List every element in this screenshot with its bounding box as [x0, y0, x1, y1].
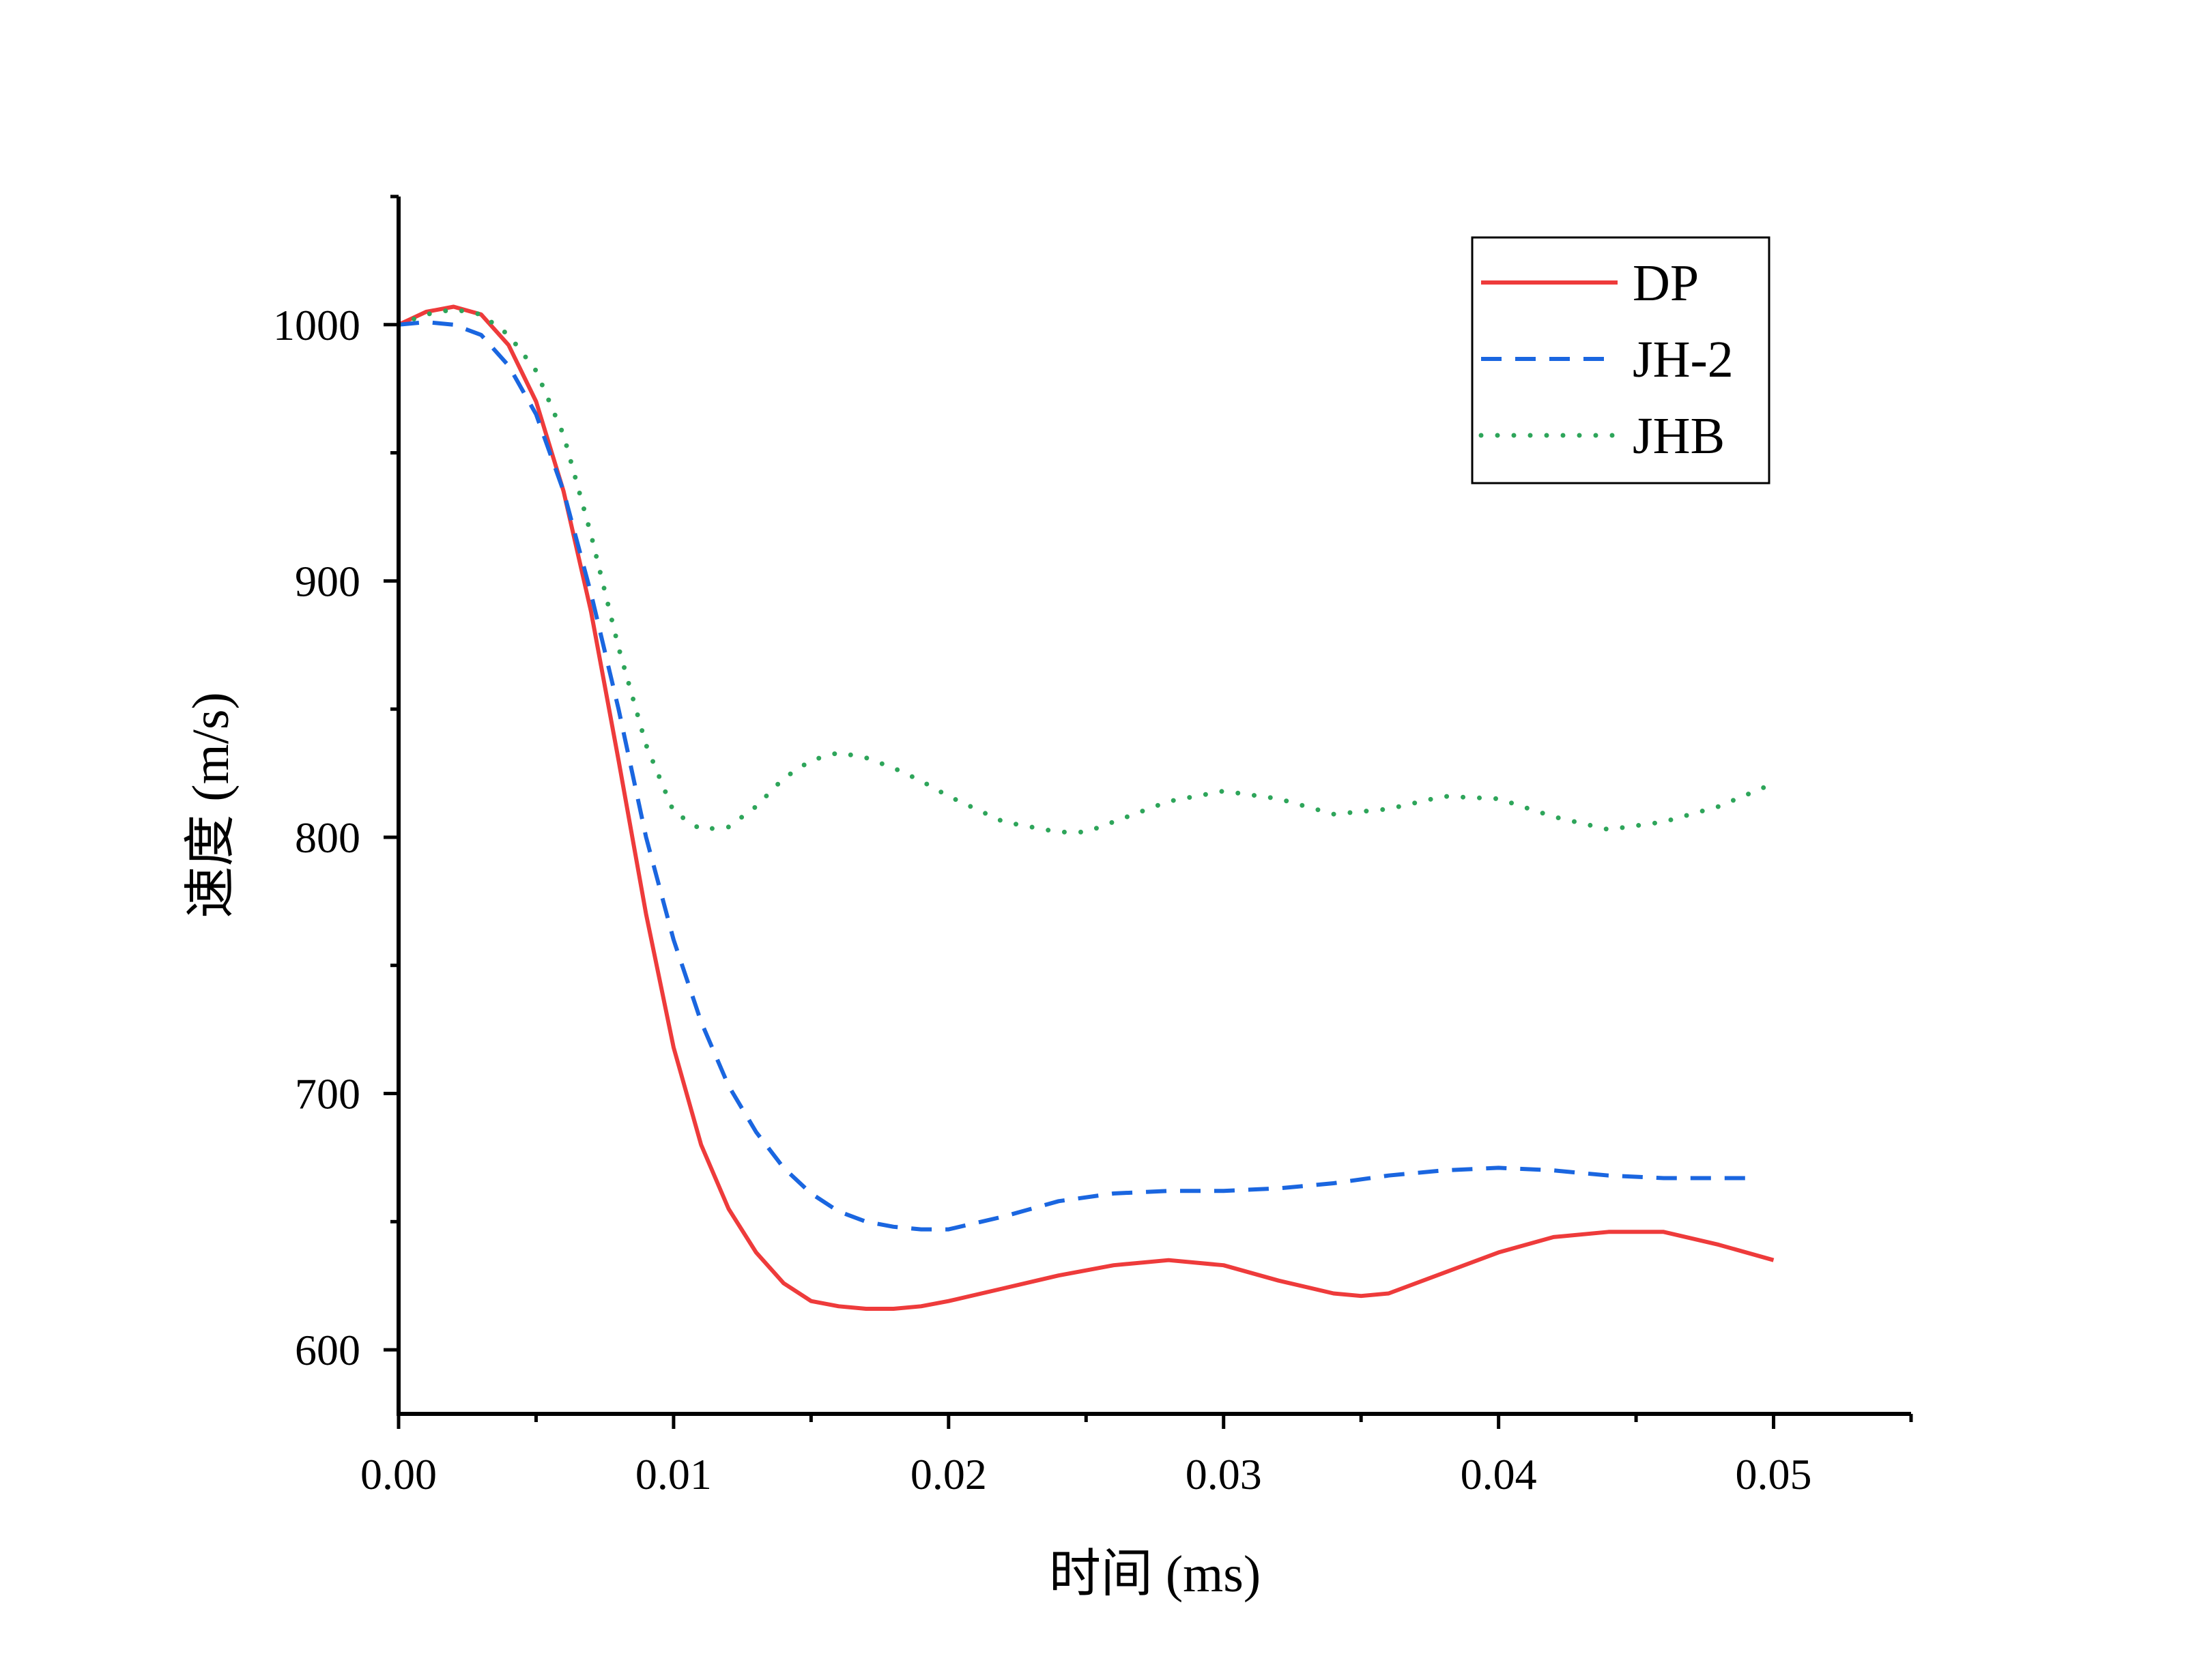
- y-tick-label: 600: [295, 1326, 360, 1374]
- x-tick-label: 0.04: [1461, 1450, 1537, 1498]
- x-tick-label: 0.00: [360, 1450, 437, 1498]
- legend: DP JH-2 JHB: [1471, 236, 1770, 484]
- y-tick-label: 900: [295, 557, 360, 605]
- x-tick-label: 0.01: [635, 1450, 712, 1498]
- ticks: 0.00 0.01 0.02 0.03 0.04 0.05 600 700 800 900 1000: [273, 194, 1913, 1498]
- x-tick-label: 0.05: [1736, 1450, 1812, 1498]
- y-tick-label: 700: [295, 1070, 360, 1118]
- y-tick-label: 800: [295, 813, 360, 862]
- x-tick-label: 0.02: [910, 1450, 987, 1498]
- series-layer: [396, 304, 1776, 1311]
- series-line-dp: [397, 304, 1775, 1311]
- axes: [397, 197, 1911, 1416]
- y-tick-label: 1000: [273, 301, 360, 349]
- x-axis-title: 时间 (ms): [1049, 1546, 1261, 1603]
- y-axis-title: 速度 (m/s): [182, 692, 240, 918]
- x-tick-label: 0.03: [1186, 1450, 1262, 1498]
- legend-label: JH-2: [1633, 331, 1734, 388]
- legend-items: DP JH-2 JHB: [1478, 255, 1734, 465]
- legend-label: DP: [1633, 255, 1699, 312]
- legend-label: JHB: [1633, 407, 1725, 465]
- series-line-jh-2: [398, 320, 1747, 1232]
